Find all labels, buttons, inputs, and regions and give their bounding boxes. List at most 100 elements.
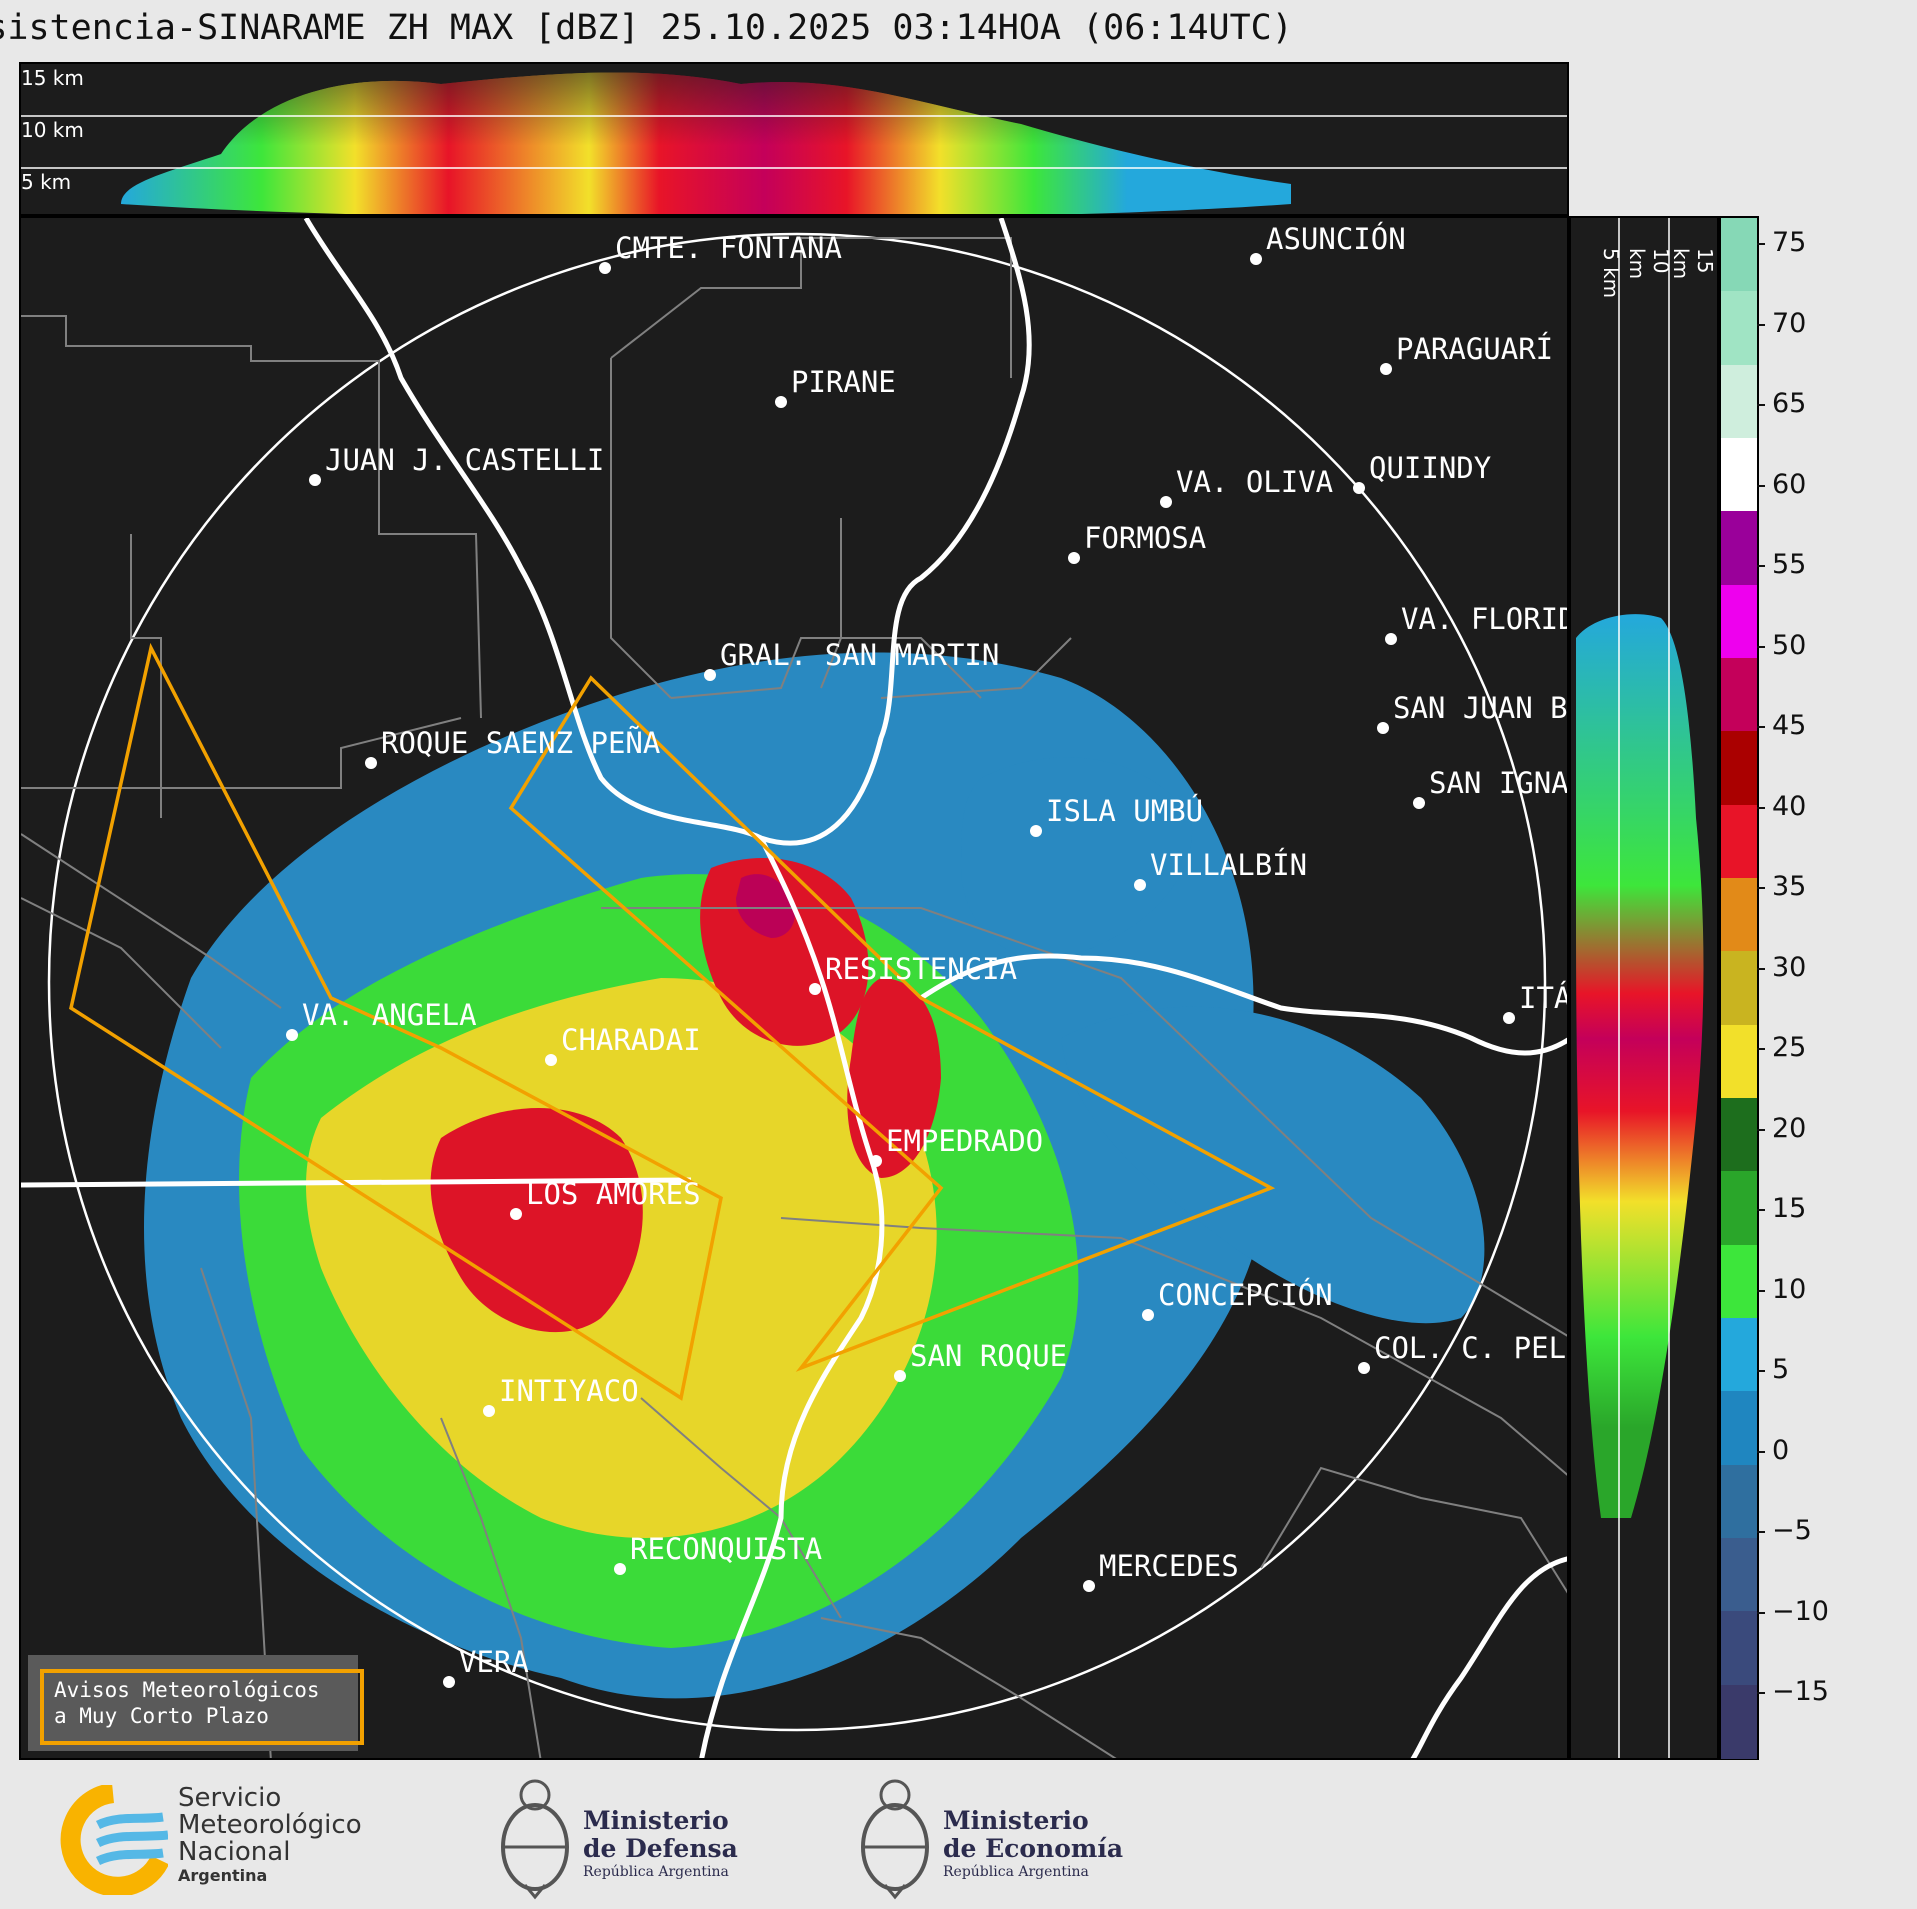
- city-san-juan-bautista: SAN JUAN BAUTISTA: [1377, 691, 1567, 734]
- city-empedrado: EMPEDRADO: [870, 1124, 1043, 1167]
- smn-line3: Nacional: [178, 1837, 291, 1867]
- city-col-c-pellegrini: COL. C. PELLEGRINI: [1358, 1331, 1569, 1374]
- smn-line1: Servicio: [178, 1783, 282, 1813]
- colorbar-segment: [1721, 1098, 1757, 1173]
- top-alt-10km: 10 km: [21, 118, 84, 142]
- colorbar-tick-mark: [1757, 1611, 1765, 1614]
- city-quiindy: QUIINDY: [1353, 451, 1491, 494]
- city-gral-san-martin: GRAL. SAN MARTIN: [704, 638, 999, 681]
- colorbar-segment: [1721, 1024, 1757, 1099]
- colorbar-segment: [1721, 511, 1757, 586]
- city-intiyaco: INTIYACO: [483, 1374, 639, 1417]
- colorbar-tick-label: 35: [1772, 871, 1807, 902]
- colorbar-tick-mark: [1757, 645, 1765, 648]
- colorbar-tick-label: 40: [1772, 790, 1807, 822]
- city-roque-saenz-pena: ROQUE SAENZ PEÑA: [365, 726, 660, 769]
- city-label: JUAN J. CASTELLI: [325, 443, 604, 477]
- economia-line2: de Economía: [943, 1834, 1124, 1863]
- city-marker: [870, 1155, 882, 1167]
- colorbar-segment: [1721, 1464, 1757, 1539]
- city-asuncion: ASUNCIÓN: [1250, 222, 1406, 265]
- city-cmte-fontana: CMTE. FONTANA: [599, 231, 842, 274]
- warning-legend-line2: a Muy Corto Plazo: [54, 1704, 269, 1728]
- colorbar-tick-mark: [1757, 1289, 1765, 1292]
- city-marker: [1413, 797, 1425, 809]
- city-label: PIRANE: [791, 365, 896, 399]
- city-marker: [1134, 879, 1146, 891]
- side-cross-section: 5 km 10 km 15 km: [1569, 216, 1719, 1760]
- smn-emblem-icon: [60, 1785, 168, 1895]
- city-label: SAN IGNACIO: [1429, 766, 1569, 800]
- city-juan-j-castelli: JUAN J. CASTELLI: [309, 443, 604, 486]
- colorbar-tick-label: 60: [1772, 468, 1807, 500]
- colorbar-tick-label: −5: [1772, 1515, 1812, 1546]
- city-label: CHARADAI: [561, 1023, 701, 1057]
- colorbar-tick-label: 15: [1772, 1193, 1807, 1224]
- city-label: COL. C. PELLEGRINI: [1374, 1331, 1569, 1365]
- city-reconquista: RECONQUISTA: [614, 1532, 822, 1575]
- colorbar-segment: [1721, 584, 1757, 659]
- colorbar-tick-mark: [1757, 726, 1765, 728]
- colorbar-tick-mark: [1757, 404, 1765, 406]
- city-charadai: CHARADAI: [545, 1023, 701, 1066]
- city-label: VA. ANGELA: [302, 998, 477, 1032]
- city-marker: [1380, 363, 1392, 375]
- colorbar-tick-label: 65: [1772, 388, 1807, 419]
- colorbar-segment: [1721, 804, 1757, 879]
- economia-logo: Ministerio de Economía República Argenti…: [855, 1775, 1135, 1900]
- top-cross-section: 15 km 10 km 5 km: [19, 62, 1569, 216]
- city-label: INTIYACO: [499, 1374, 639, 1408]
- city-marker: [614, 1563, 626, 1575]
- city-los-amores: LOS AMORES: [510, 1177, 701, 1220]
- colorbar-segment: [1721, 1684, 1757, 1759]
- defensa-line3: República Argentina: [583, 1864, 729, 1880]
- city-san-roque: SAN ROQUE: [894, 1339, 1067, 1382]
- city-label: VILLALBÍN: [1150, 848, 1307, 882]
- colorbar-segment: [1721, 1611, 1757, 1686]
- city-va-oliva: VA. OLIVA: [1160, 465, 1333, 508]
- economia-line1: Ministerio: [943, 1806, 1089, 1835]
- city-label: VA. OLIVA: [1176, 465, 1333, 499]
- colorbar-tick-mark: [1757, 1450, 1765, 1453]
- city-marker: [894, 1370, 906, 1382]
- warning-polygon-east: [508, 675, 1276, 1372]
- city-marker: [1353, 482, 1365, 494]
- coat-of-arms-icon: [501, 1779, 569, 1900]
- colorbar-segment: [1721, 364, 1757, 439]
- warning-polygons: [69, 642, 1276, 1401]
- colorbar-tick-mark: [1757, 323, 1765, 326]
- warning-legend-line1: Avisos Meteorológicos: [54, 1678, 320, 1702]
- page-title: Resistencia-SINARAME ZH MAX [dBZ] 25.10.…: [0, 8, 1293, 48]
- city-pirane: PIRANE: [775, 365, 896, 408]
- colorbar-segment: [1721, 1391, 1757, 1466]
- colorbar-tick-label: 0: [1772, 1434, 1790, 1466]
- warning-polygon-west: [69, 642, 723, 1401]
- colorbar-segment: [1721, 878, 1757, 953]
- city-marker: [510, 1208, 522, 1220]
- city-marker: [1385, 633, 1397, 645]
- national-borders: [21, 218, 1567, 1758]
- coat-of-arms-icon: [861, 1779, 929, 1900]
- city-resistencia: RESISTENCIA: [809, 952, 1017, 995]
- range-ring: [47, 232, 1547, 1732]
- city-isla-umbu: ISLA UMBÚ: [1030, 794, 1203, 837]
- city-label: ASUNCIÓN: [1266, 222, 1406, 256]
- city-marker: [286, 1029, 298, 1041]
- colorbar-segment: [1721, 951, 1757, 1026]
- city-vera: VERA: [443, 1645, 529, 1688]
- city-ita-ibate: ITÁ IBATÉ: [1503, 981, 1567, 1024]
- colorbar-segment: [1721, 438, 1757, 513]
- colorbar-segment: [1721, 731, 1757, 806]
- side-alt-15km: 15 km: [1669, 248, 1717, 280]
- city-marker: [1030, 825, 1042, 837]
- radar-map[interactable]: CMTE. FONTANA ASUNCIÓN PARAGUARÍ PIRANE JUAN…: [19, 216, 1569, 1760]
- city-label: VA. FLORIDA: [1401, 602, 1569, 636]
- admin-borders: [21, 237, 1567, 1758]
- colorbar-tick-label: 45: [1772, 710, 1807, 741]
- colorbar-segment: [1721, 218, 1757, 293]
- defensa-logo: Ministerio de Defensa República Argentin…: [495, 1775, 755, 1900]
- city-marker: [309, 474, 321, 486]
- colorbar-tick-label: 5: [1772, 1354, 1790, 1385]
- colorbar-tick-label: −10: [1772, 1595, 1829, 1627]
- city-label: CMTE. FONTANA: [615, 231, 842, 265]
